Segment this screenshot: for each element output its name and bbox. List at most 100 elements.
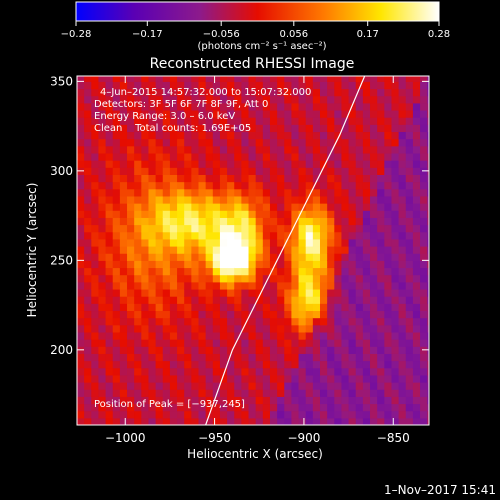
heatmap-cell [227, 131, 235, 140]
heatmap-cell [119, 231, 128, 240]
heatmap-cell [162, 76, 171, 82]
heatmap-cell [205, 110, 214, 118]
heatmap-cell [77, 367, 85, 376]
heatmap-cell [169, 238, 178, 247]
heatmap-cell [327, 346, 335, 354]
heatmap-cell [277, 246, 285, 254]
heatmap-cell [377, 88, 385, 97]
heatmap-cell [298, 339, 307, 347]
heatmap-cell [355, 339, 364, 347]
heatmap-cell [277, 288, 285, 297]
heatmap-cell [112, 353, 121, 362]
heatmap-cell [177, 210, 185, 218]
heatmap-cell [112, 246, 121, 254]
heatmap-cell [420, 296, 428, 304]
heatmap-cell [77, 360, 85, 369]
heatmap-cell [241, 253, 250, 261]
heatmap-cell [119, 253, 128, 261]
heatmap-cell [241, 174, 250, 183]
heatmap-cell [405, 274, 414, 283]
heatmap-cell [370, 267, 378, 276]
heatmap-cell [98, 353, 107, 362]
heatmap-cell [84, 88, 92, 97]
heatmap-cell [227, 217, 235, 226]
heatmap-cell [320, 331, 328, 340]
heatmap-cell [98, 296, 107, 304]
heatmap-cell [420, 331, 428, 340]
heatmap-cell [234, 95, 242, 104]
heatmap-cell [320, 339, 328, 347]
heatmap-cell [155, 210, 164, 218]
heatmap-cell [169, 253, 178, 261]
heatmap-cell [348, 138, 357, 147]
heatmap-cell [277, 231, 285, 240]
heatmap-cell [398, 281, 407, 290]
heatmap-cell [262, 203, 271, 211]
heatmap-cell [112, 174, 121, 183]
heatmap-cell [248, 296, 257, 304]
heatmap-cell [112, 152, 121, 161]
heatmap-cell [169, 95, 178, 104]
heatmap-cell [141, 324, 149, 333]
heatmap-cell [148, 238, 157, 247]
heatmap-cell [134, 267, 142, 276]
heatmap-cell [262, 288, 271, 297]
heatmap-cell [241, 152, 250, 161]
heatmap-cell [227, 224, 235, 233]
heatmap-cell [269, 231, 278, 240]
heatmap-cell [262, 181, 271, 190]
heatmap-cell [155, 217, 164, 226]
heatmap-cell [398, 317, 407, 326]
heatmap-cell [427, 231, 429, 240]
heatmap-cell [341, 160, 350, 168]
heatmap-cell [298, 303, 307, 312]
heatmap-cell [262, 374, 271, 383]
heatmap-cell [391, 267, 400, 276]
heatmap-cell [191, 374, 199, 383]
heatmap-cell [341, 274, 350, 283]
heatmap-cell [355, 367, 364, 376]
heatmap-cell [284, 110, 292, 118]
heatmap-cell [212, 339, 221, 347]
heatmap-cell [77, 260, 85, 269]
heatmap-cell [412, 310, 421, 319]
heatmap-cell [412, 317, 421, 326]
heatmap-cell [305, 324, 314, 333]
heatmap-cell [377, 81, 385, 90]
heatmap-cell [391, 145, 400, 154]
heatmap-cell [391, 374, 400, 383]
heatmap-cell [334, 167, 342, 175]
heatmap-cell [298, 403, 307, 412]
heatmap-cell [412, 296, 421, 304]
heatmap-cell [248, 124, 257, 133]
heatmap-cell [298, 188, 307, 197]
heatmap-cell [377, 324, 385, 333]
heatmap-cell [198, 274, 207, 283]
heatmap-cell [205, 81, 214, 90]
heatmap-cell [391, 131, 400, 140]
heatmap-cell [155, 117, 164, 125]
heatmap-cell [412, 88, 421, 97]
heatmap-cell [320, 346, 328, 354]
heatmap-cell [98, 317, 107, 326]
heatmap-cell [405, 267, 414, 276]
heatmap-cell [98, 195, 107, 204]
heatmap-cell [334, 124, 342, 133]
heatmap-cell [377, 281, 385, 290]
heatmap-cell [362, 174, 371, 183]
heatmap-cell [205, 238, 214, 247]
heatmap-cell [191, 246, 199, 254]
heatmap-cell [362, 131, 371, 140]
heatmap-cell [162, 138, 171, 147]
heatmap-cell [312, 360, 321, 369]
heatmap-cell [227, 367, 235, 376]
heatmap-cell [234, 410, 242, 419]
heatmap-cell [105, 317, 114, 326]
heatmap-cell [148, 331, 157, 340]
heatmap-cell [212, 403, 221, 412]
heatmap-cell [155, 410, 164, 419]
heatmap-cell [255, 310, 264, 319]
heatmap-cell [320, 396, 328, 405]
heatmap-cell [370, 253, 378, 261]
